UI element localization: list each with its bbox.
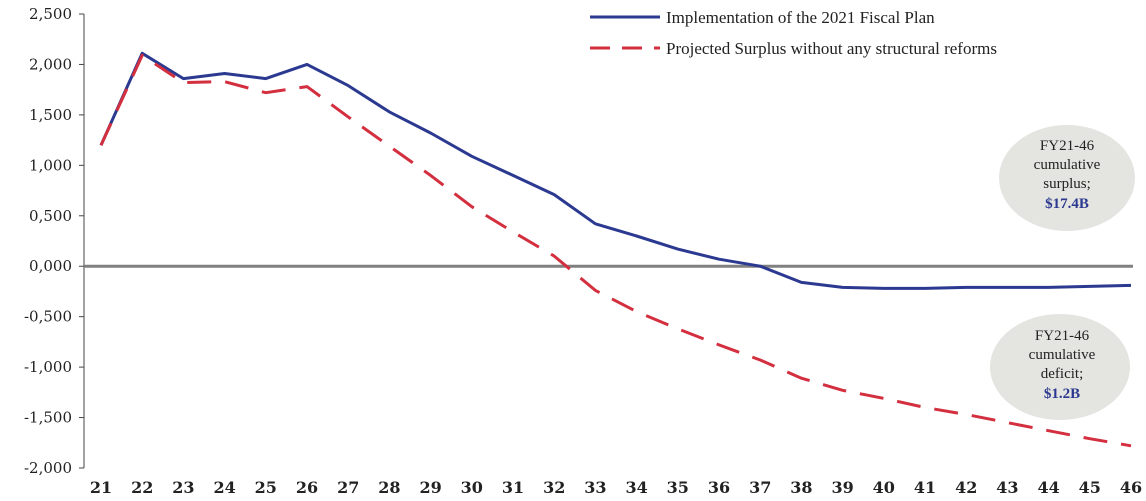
legend-label-projected-surplus: Projected Surplus without any structural…	[666, 39, 997, 58]
series-lines	[99, 51, 1132, 448]
y-axis-ticks: 2,500 2,000 1,500 1,000 0,500 0,000 -0,500 -1,0…	[24, 5, 84, 477]
legend: Implementation of the 2021 Fiscal Plan P…	[590, 8, 997, 58]
x-tick-label: 34	[625, 478, 647, 497]
x-tick-label: 25	[255, 478, 277, 497]
x-tick-label: 23	[172, 478, 194, 497]
annotation-deficit-bg	[990, 314, 1130, 420]
y-tick-label: -1,500	[24, 409, 72, 427]
x-tick-label: 37	[749, 478, 771, 497]
y-tick-label: 0,500	[29, 207, 72, 225]
x-tick-label: 39	[831, 478, 853, 497]
x-tick-label: 38	[790, 478, 812, 497]
series-line-0	[99, 51, 1132, 290]
y-tick-label: 2,000	[29, 55, 72, 73]
x-tick-label: 44	[1037, 478, 1059, 497]
legend-label-fiscal-plan: Implementation of the 2021 Fiscal Plan	[666, 8, 935, 27]
y-tick-label: 1,000	[29, 156, 72, 174]
x-tick-label: 46	[1120, 478, 1142, 497]
annotation-deficit-line-2: cumulative	[1029, 347, 1096, 363]
annotation-surplus-line-2: cumulative	[1034, 157, 1101, 173]
x-tick-label: 27	[337, 478, 359, 497]
annotation-surplus-line-3: surplus;	[1043, 176, 1091, 192]
annotation-deficit-line-1: FY21-46	[1035, 328, 1090, 344]
x-tick-label: 40	[873, 478, 895, 497]
y-tick-label: 0,000	[29, 257, 72, 275]
annotation-deficit-line-3: deficit;	[1041, 366, 1083, 382]
chart-axes	[83, 14, 1133, 468]
x-tick-label: 45	[1079, 478, 1101, 497]
x-tick-label: 42	[955, 478, 977, 497]
annotation-surplus-value: $17.4B	[1045, 196, 1089, 212]
x-tick-label: 30	[461, 478, 483, 497]
x-tick-label: 28	[378, 478, 400, 497]
annotation-deficit-value: $1.2B	[1044, 386, 1080, 402]
annotation-deficit-bubble: FY21-46 cumulative deficit; $1.2B	[990, 314, 1130, 420]
x-axis-ticks: 21 22 23 24 25 26 27 28 29 30 31 32 33 34 35 36 37 38 39 40…	[90, 478, 1142, 497]
x-tick-label: 41	[914, 478, 936, 497]
y-tick-label: -2,000	[24, 459, 72, 477]
x-tick-label: 29	[419, 478, 441, 497]
series-line-1	[99, 53, 1132, 448]
x-tick-label: 33	[584, 478, 606, 497]
y-tick-label: -0,500	[24, 308, 72, 326]
x-tick-label: 43	[996, 478, 1018, 497]
annotation-surplus-bubble: FY21-46 cumulative surplus; $17.4B	[999, 125, 1135, 231]
annotation-surplus-line-1: FY21-46	[1040, 138, 1095, 154]
x-tick-label: 36	[708, 478, 730, 497]
x-tick-label: 26	[296, 478, 318, 497]
y-tick-label: 2,500	[29, 5, 72, 23]
y-tick-label: 1,500	[29, 106, 72, 124]
x-tick-label: 31	[502, 478, 524, 497]
x-tick-label: 22	[131, 478, 153, 497]
x-tick-label: 24	[213, 478, 235, 497]
y-tick-label: -1,000	[24, 358, 72, 376]
x-tick-label: 35	[667, 478, 689, 497]
annotation-surplus-bg	[999, 125, 1135, 231]
x-tick-label: 32	[543, 478, 565, 497]
x-tick-label: 21	[90, 478, 112, 497]
